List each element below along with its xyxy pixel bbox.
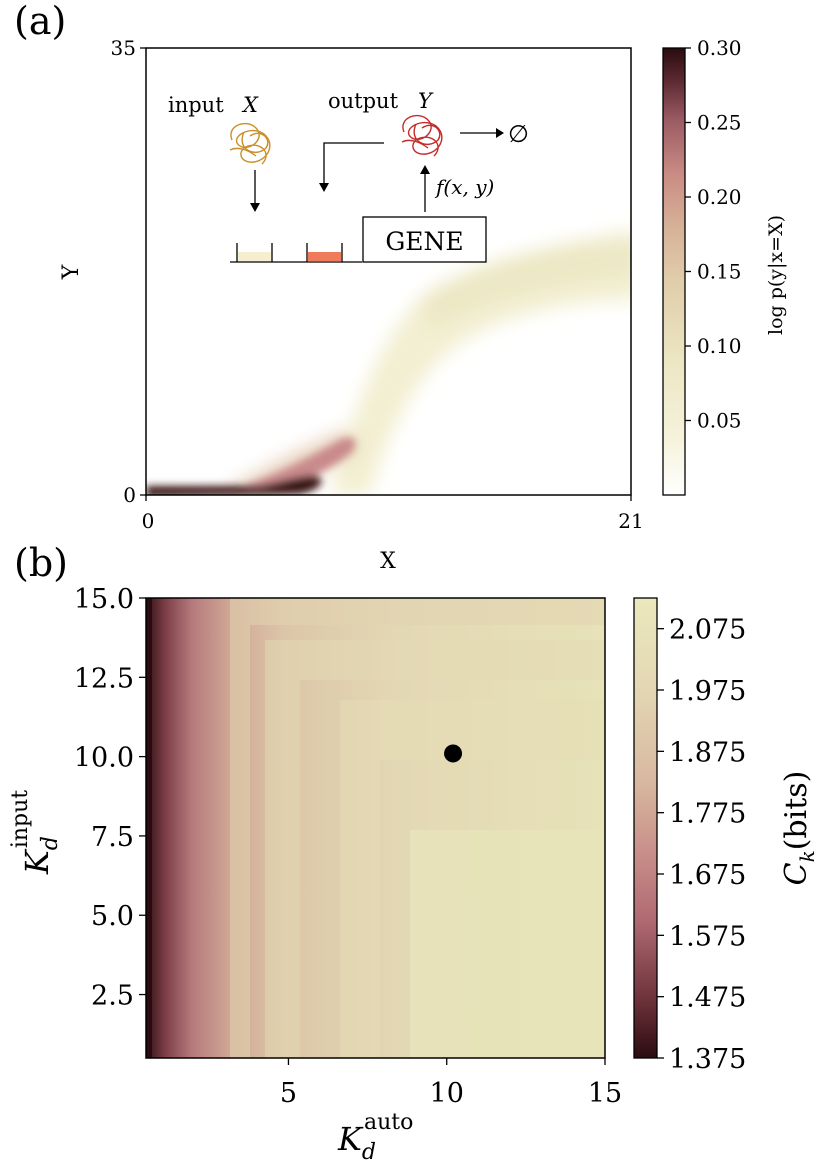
panel-a-heatmap: [146, 48, 631, 495]
panel-a-ylabel: Y: [59, 264, 84, 280]
panel-b-ytick-label: 12.5: [74, 663, 134, 694]
colorbar-b-tick-label: 1.775: [669, 799, 746, 830]
panel-b-yaxis: 15.0 12.5 10.0 7.5 5.0 2.5: [74, 584, 146, 1012]
panel-b-ytick-label: 7.5: [91, 822, 134, 853]
colorbar-b-tick-label: 1.975: [669, 676, 746, 707]
panel-a-xtick-21: 21: [618, 509, 643, 533]
panel-a-colorbar: 0.30 0.25 0.20 0.15 0.10 0.05 log p(y|x=X): [662, 36, 787, 496]
colorbar-b-tick-label: 1.375: [669, 1044, 746, 1075]
colorbar-a-tick-label: 0.20: [697, 185, 742, 209]
panel-a-xtick-0: 0: [142, 509, 155, 533]
gene-box: [362, 216, 487, 263]
panel-b-xtick-label: 5: [280, 1078, 297, 1109]
colorbar-a-tick-label: 0.10: [697, 334, 742, 358]
inset-input-var: X: [241, 93, 259, 117]
colorbar-b-tick-label: 1.575: [669, 921, 746, 952]
colorbar-b-tick-label: 1.675: [669, 860, 746, 891]
panel-a-plot-frame: [145, 47, 632, 496]
inset-output-var: Y: [418, 89, 434, 113]
panel-a-ytick-35: 35: [111, 36, 136, 60]
output-binding-site: [308, 252, 341, 261]
gene-schematic-inset: input X output Y ∅ f(x, y) G: [168, 89, 529, 263]
panel-b-colorbar: 2.075 1.975 1.875 1.775 1.675 1.575 1.475 1.375…: [633, 597, 819, 1075]
panel-a-colorbar-ticks: 0.30 0.25 0.20 0.15 0.10 0.05: [685, 36, 742, 433]
svg-text:Kdauto: Kdauto: [337, 1110, 413, 1165]
colorbar-b-tick-label: 1.875: [669, 737, 746, 768]
panel-b-plot-frame: [145, 597, 606, 1059]
inset-input-label: input: [168, 93, 224, 117]
panel-b-ytick-label: 10.0: [74, 743, 134, 774]
input-protein-icon: [229, 122, 271, 165]
colorbar-a-tick-label: 0.15: [697, 260, 742, 284]
panel-a-xlabel: X: [380, 549, 396, 574]
panel-b-xlabel: Kdauto: [337, 1110, 413, 1165]
panel-b-xtick-label: 10: [430, 1078, 464, 1109]
panel-b-ylabel: Kdinput: [8, 790, 63, 875]
panel-b-ytick-label: 15.0: [74, 584, 134, 615]
output-protein-icon: [401, 114, 443, 157]
inset-output-label: output: [328, 89, 399, 113]
panel-b-ytick-label: 5.0: [91, 901, 134, 932]
panel-b-xtick-label: 15: [588, 1078, 622, 1109]
colorbar-b-tick-label: 2.075: [669, 615, 746, 646]
panel-label-b: (b): [14, 541, 68, 585]
panel-b-xaxis: 5 10 15: [280, 1058, 622, 1109]
inset-rate-label: f(x, y): [434, 175, 494, 199]
input-binding-site: [238, 252, 271, 261]
optimum-marker: [444, 744, 463, 763]
panel-b-heatmap: [146, 598, 605, 1058]
panel-b-colorbar-ticks: 2.075 1.975 1.875 1.775 1.675 1.575 1.475 1.375: [657, 615, 746, 1075]
panel-label-a: (a): [14, 0, 66, 43]
colorbar-a-tick-label: 0.05: [697, 409, 742, 433]
panel-a-ytick-0: 0: [123, 483, 136, 507]
gene-label: GENE: [385, 227, 463, 256]
svg-text:Kdinput: Kdinput: [8, 790, 63, 875]
colorbar-a-tick-label: 0.30: [697, 36, 742, 60]
svg-text:Ck(bits): Ck(bits): [779, 771, 819, 886]
panel-a-axes: 35 0 0 21 X Y: [59, 36, 644, 574]
panel-a-colorbar-label: log p(y|x=X): [765, 215, 787, 335]
inset-degradation-symbol: ∅: [508, 120, 529, 148]
colorbar-a-tick-label: 0.25: [697, 111, 742, 135]
panel-b-colorbar-label: Ck(bits): [779, 771, 819, 886]
panel-b-ytick-label: 2.5: [91, 981, 134, 1012]
colorbar-b-tick-label: 1.475: [669, 983, 746, 1014]
